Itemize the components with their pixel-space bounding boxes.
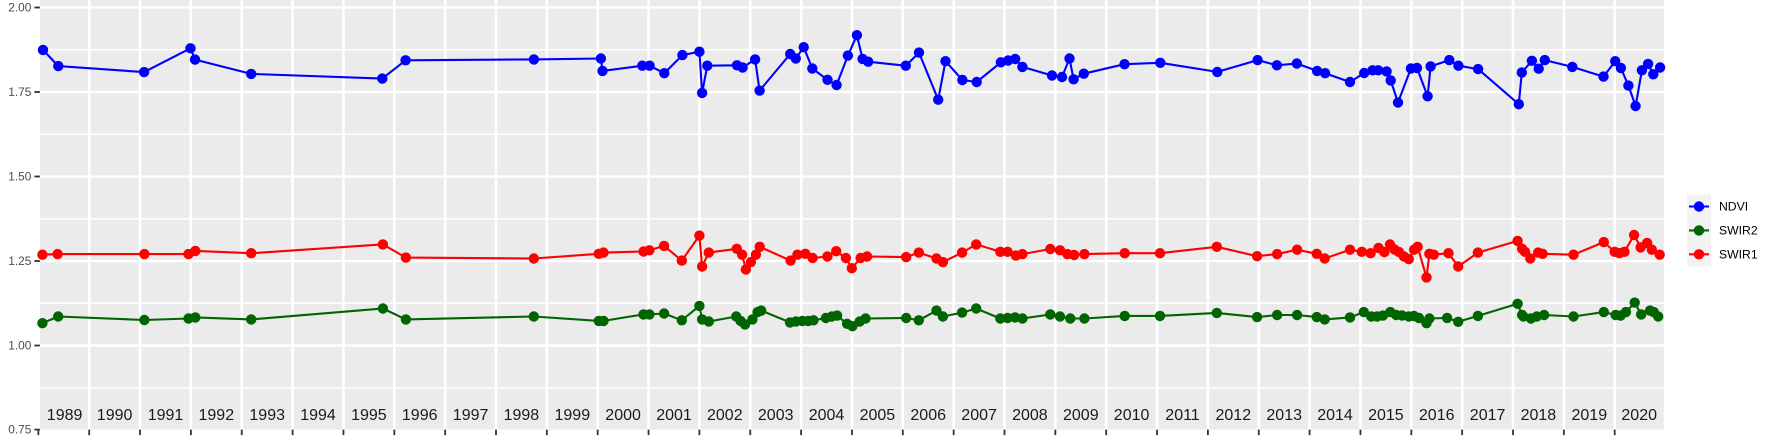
svg-text:2006: 2006 — [910, 407, 946, 424]
svg-text:1997: 1997 — [453, 407, 489, 424]
svg-text:2010: 2010 — [1114, 407, 1150, 424]
svg-text:2020: 2020 — [1621, 407, 1657, 424]
svg-text:2012: 2012 — [1216, 407, 1252, 424]
svg-text:1989: 1989 — [47, 407, 83, 424]
svg-text:2018: 2018 — [1521, 407, 1557, 424]
svg-text:1990: 1990 — [97, 407, 133, 424]
svg-text:1995: 1995 — [351, 407, 387, 424]
svg-text:2004: 2004 — [809, 407, 845, 424]
svg-text:2011: 2011 — [1165, 407, 1200, 424]
svg-text:1992: 1992 — [199, 407, 235, 424]
svg-text:SWIR2: SWIR2 — [1719, 224, 1758, 238]
svg-text:1.00: 1.00 — [8, 339, 32, 353]
svg-text:0.75: 0.75 — [8, 423, 32, 437]
svg-text:1998: 1998 — [504, 407, 540, 424]
svg-text:NDVI: NDVI — [1719, 200, 1748, 214]
svg-text:1993: 1993 — [249, 407, 285, 424]
svg-text:2001: 2001 — [656, 407, 692, 424]
svg-text:1.75: 1.75 — [8, 85, 32, 99]
svg-text:2000: 2000 — [605, 407, 641, 424]
svg-text:SWIR1: SWIR1 — [1719, 247, 1758, 261]
svg-text:1994: 1994 — [300, 407, 336, 424]
svg-text:2002: 2002 — [707, 407, 743, 424]
svg-text:2017: 2017 — [1470, 407, 1506, 424]
svg-text:2016: 2016 — [1419, 407, 1455, 424]
svg-text:2005: 2005 — [860, 407, 896, 424]
svg-text:2007: 2007 — [961, 407, 997, 424]
svg-text:1.25: 1.25 — [8, 254, 32, 268]
svg-text:1.50: 1.50 — [8, 170, 32, 184]
svg-text:2013: 2013 — [1266, 407, 1302, 424]
svg-text:1991: 1991 — [148, 407, 184, 424]
svg-text:1996: 1996 — [402, 407, 438, 424]
svg-text:2.00: 2.00 — [8, 1, 32, 15]
svg-text:2019: 2019 — [1572, 407, 1608, 424]
svg-text:2015: 2015 — [1368, 407, 1404, 424]
svg-text:2014: 2014 — [1317, 407, 1353, 424]
svg-text:2008: 2008 — [1012, 407, 1048, 424]
svg-text:2009: 2009 — [1063, 407, 1099, 424]
svg-text:1999: 1999 — [555, 407, 591, 424]
svg-text:2003: 2003 — [758, 407, 794, 424]
